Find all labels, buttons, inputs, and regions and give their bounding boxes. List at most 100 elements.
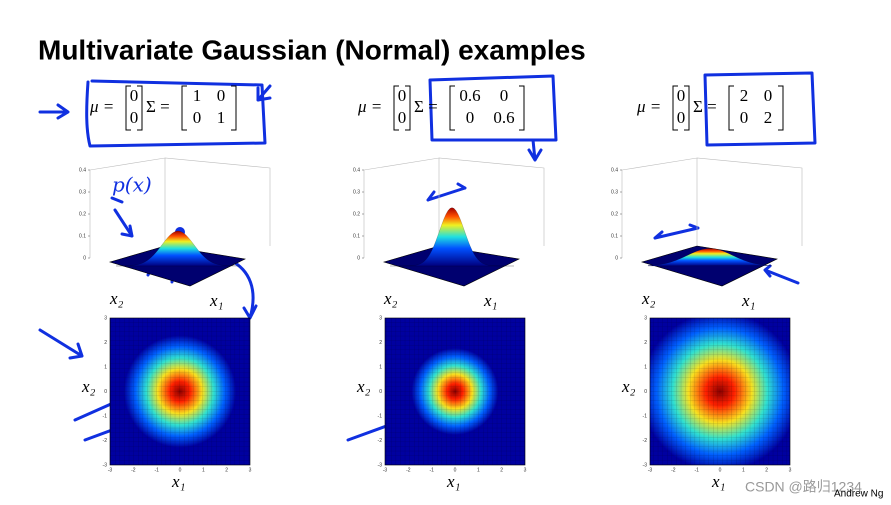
gaussian-surface <box>647 248 773 267</box>
heatmap-x-tick-label: 2 <box>765 467 768 473</box>
matrix-bracket <box>393 85 399 131</box>
heatmap-y-tick-label: 1 <box>104 364 107 370</box>
heatmap-x-tick-label: -1 <box>429 467 434 473</box>
heatmap-x-tick-label: -3 <box>383 467 388 473</box>
matrix-bracket <box>125 85 131 131</box>
heatmap-x-tick-label: 3 <box>524 467 527 473</box>
heatmap-x-tick-label: 0 <box>454 467 457 473</box>
sigma-entry: 0 <box>466 108 475 127</box>
z-tick-label: 0.2 <box>611 211 618 217</box>
mu-symbol: μ = <box>636 97 661 116</box>
heatmap-mesh <box>109 317 251 466</box>
heatmap-y-tick-label: 3 <box>379 315 382 321</box>
gaussian-surface <box>390 207 514 267</box>
heatmap-y-tick-label: 3 <box>644 315 647 321</box>
z-tick-label: 0 <box>83 255 86 261</box>
heatmap-x-tick-label: -2 <box>131 467 136 473</box>
sigma-entry: 1 <box>193 86 202 105</box>
x1-axis-label: x₁ <box>711 472 725 491</box>
mu-entry: 0 <box>130 86 139 105</box>
heatmap-x-tick-label: 1 <box>477 467 480 473</box>
heatmap-y-tick-label: -3 <box>643 462 648 468</box>
x1-axis-label: x₁ <box>209 291 223 310</box>
x2-axis-label: x₂ <box>81 377 96 396</box>
heatmap-x-tick-label: 2 <box>500 467 503 473</box>
x2-axis-label: x₂ <box>109 289 124 308</box>
heatmap-y-tick-label: -2 <box>643 438 648 444</box>
matrix-bracket <box>672 85 678 131</box>
x1-axis-label: x₁ <box>741 291 755 310</box>
z-tick-label: 0.4 <box>79 167 86 173</box>
sigma-entry: 0.6 <box>459 86 480 105</box>
z-tick-label: 0.2 <box>353 211 360 217</box>
z-tick-label: 0.4 <box>611 167 618 173</box>
x2-axis-label: x₂ <box>621 377 636 396</box>
matrix-bracket <box>778 85 784 131</box>
heatmap-y-tick-label: 0 <box>644 389 647 395</box>
slide-title: Multivariate Gaussian (Normal) examples <box>38 34 586 65</box>
heatmap-y-tick-label: -3 <box>103 462 108 468</box>
heatmap-y-tick-label: 1 <box>644 364 647 370</box>
heatmap-y-tick-label: -1 <box>103 413 108 419</box>
sigma-entry: 2 <box>764 108 773 127</box>
watermark: CSDN @路归1234 <box>745 479 862 495</box>
heatmap-y-tick-label: -1 <box>643 413 648 419</box>
heatmap-x-tick-label: -1 <box>154 467 159 473</box>
z-tick-label: 0.1 <box>611 233 618 239</box>
sigma-entry: 0 <box>740 108 749 127</box>
matrix-bracket <box>137 85 143 131</box>
x1-axis-label: x₁ <box>483 291 497 310</box>
sigma-entry: 0 <box>193 108 202 127</box>
matrix-bracket <box>181 85 187 131</box>
sigma-entry: 0 <box>217 86 226 105</box>
mu-entry: 0 <box>677 86 686 105</box>
heatmap-y-tick-label: 1 <box>379 364 382 370</box>
z-tick-label: 0.2 <box>79 211 86 217</box>
surface-box <box>621 157 803 258</box>
mu-entry: 0 <box>398 108 407 127</box>
sigma-entry: 0 <box>764 86 773 105</box>
heatmap-x-tick-label: 2 <box>225 467 228 473</box>
heatmap-x-tick-label: -2 <box>671 467 676 473</box>
z-tick-label: 0.3 <box>79 189 86 195</box>
heatmap-y-tick-label: 0 <box>379 389 382 395</box>
surface-floor <box>640 245 778 287</box>
sigma-symbol: Σ = <box>693 97 717 116</box>
heatmap-x-tick-label: -3 <box>108 467 113 473</box>
handwritten-label: p(x) <box>112 173 152 197</box>
x1-axis-label: x₁ <box>446 472 460 491</box>
z-tick-label: 0 <box>357 255 360 261</box>
z-tick-label: 0.3 <box>611 189 618 195</box>
z-tick-label: 0.3 <box>353 189 360 195</box>
sigma-entry: 0.6 <box>493 108 514 127</box>
matrix-bracket <box>231 85 237 131</box>
heatmap-x-tick-label: 1 <box>742 467 745 473</box>
heatmap-y-tick-label: -2 <box>378 438 383 444</box>
heatmap-y-tick-label: 2 <box>644 340 647 346</box>
heatmap-y-tick-label: 2 <box>104 340 107 346</box>
sigma-symbol: Σ = <box>414 97 438 116</box>
heatmap-x-tick-label: -3 <box>648 467 653 473</box>
heatmap-y-tick-label: 3 <box>104 315 107 321</box>
mu-symbol: μ = <box>89 97 114 116</box>
matrix-bracket <box>728 85 734 131</box>
heatmap-y-tick-label: -2 <box>103 438 108 444</box>
z-tick-label: 0.1 <box>353 233 360 239</box>
heatmap-y-tick-label: -1 <box>378 413 383 419</box>
heatmap-y-tick-label: -3 <box>378 462 383 468</box>
x2-axis-label: x₂ <box>356 377 371 396</box>
x2-axis-label: x₂ <box>641 289 656 308</box>
sigma-entry: 1 <box>217 108 226 127</box>
matrix-bracket <box>449 85 455 131</box>
heatmap-x-tick-label: 0 <box>179 467 182 473</box>
x2-axis-label: x₂ <box>383 289 398 308</box>
mu-symbol: μ = <box>357 97 382 116</box>
gaussian-surface <box>115 230 241 267</box>
heatmap-y-tick-label: 0 <box>104 389 107 395</box>
mu-entry: 0 <box>677 108 686 127</box>
mu-entry: 0 <box>130 108 139 127</box>
heatmap-x-tick-label: 3 <box>789 467 792 473</box>
heatmap-x-tick-label: 1 <box>202 467 205 473</box>
matrix-bracket <box>684 85 690 131</box>
